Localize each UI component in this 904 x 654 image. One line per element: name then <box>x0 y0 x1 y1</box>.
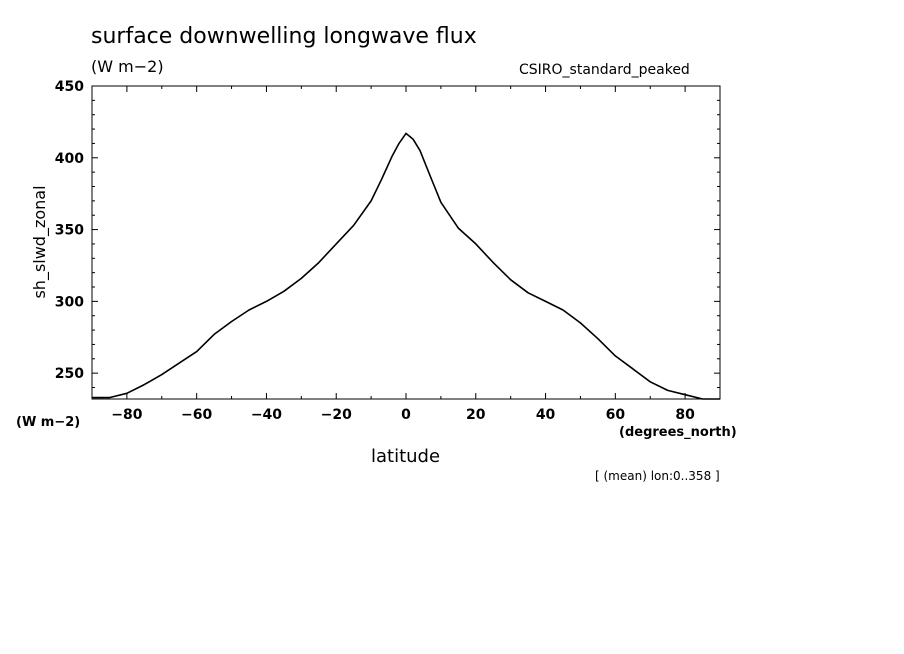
dataset-label: CSIRO_standard_peaked <box>519 62 690 78</box>
series-line <box>92 132 720 400</box>
x-tick-label: 40 <box>536 407 556 423</box>
x-axis-ticks: −80 −60 −40 −20 0 20 40 60 80 <box>91 86 721 423</box>
y-tick-label: 400 <box>55 151 84 167</box>
chart-title: surface downwelling longwave flux <box>91 24 477 49</box>
x-tick-label: −80 <box>111 407 142 423</box>
y-axis-ticks: 250 300 350 400 450 <box>55 79 720 389</box>
x-tick-label: 60 <box>606 407 626 423</box>
x-axis-units: (degrees_north) <box>619 425 737 440</box>
x-axis-label: latitude <box>371 446 441 467</box>
x-tick-label: −20 <box>321 407 352 423</box>
y-tick-label: 450 <box>55 79 84 95</box>
y-tick-label: 350 <box>55 223 84 239</box>
x-tick-label: −60 <box>181 407 212 423</box>
x-tick-label: 0 <box>401 407 411 423</box>
y-tick-label: 250 <box>55 366 84 382</box>
x-tick-label: 80 <box>675 407 695 423</box>
x-tick-label: 20 <box>466 407 486 423</box>
series-group <box>92 132 720 400</box>
units-label-left: (W m−2) <box>16 415 81 430</box>
averaging-note: [ (mean) lon:0..358 ] <box>595 469 720 483</box>
y-tick-label: 300 <box>55 294 84 310</box>
y-axis-label: sh_slwd_zonal <box>30 185 50 298</box>
x-tick-label: −40 <box>251 407 282 423</box>
units-label-top: (W m−2) <box>91 57 164 76</box>
